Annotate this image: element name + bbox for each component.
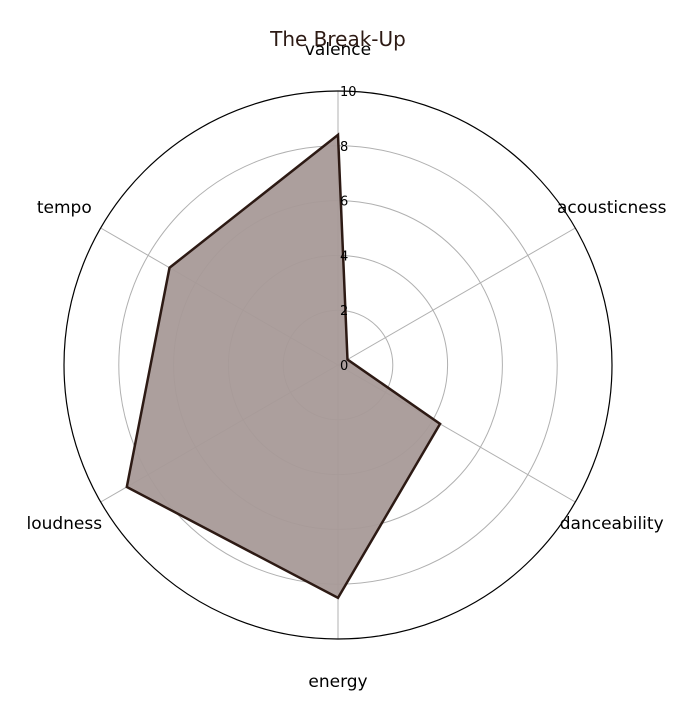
axis-label-danceability: danceability: [560, 514, 664, 534]
tick-label-layer: 0 2 4 6 8 10: [340, 85, 357, 374]
axis-label-energy: energy: [308, 672, 367, 692]
series-area: [126, 134, 441, 598]
r-tick-label: 10: [340, 85, 357, 100]
axis-label-valence: valence: [305, 40, 371, 60]
series-layer: [125, 132, 442, 600]
polar-frame: [63, 90, 613, 640]
r-tick-label: 0: [340, 359, 348, 374]
r-tick-label: 4: [340, 249, 348, 264]
axis-label-loudness: loudness: [26, 514, 102, 534]
grid-spoke: [337, 227, 576, 366]
axis-label-acousticness: acousticness: [557, 198, 667, 218]
r-tick-label: 8: [340, 140, 348, 155]
r-tick-label: 6: [340, 195, 348, 210]
axis-label-tempo: tempo: [37, 198, 92, 218]
r-tick-label: 2: [340, 304, 348, 319]
series-line: [125, 132, 442, 600]
chart-title: The Break-Up: [269, 27, 406, 51]
axis-label-layer: valence acousticness danceability energy lou…: [26, 40, 666, 692]
